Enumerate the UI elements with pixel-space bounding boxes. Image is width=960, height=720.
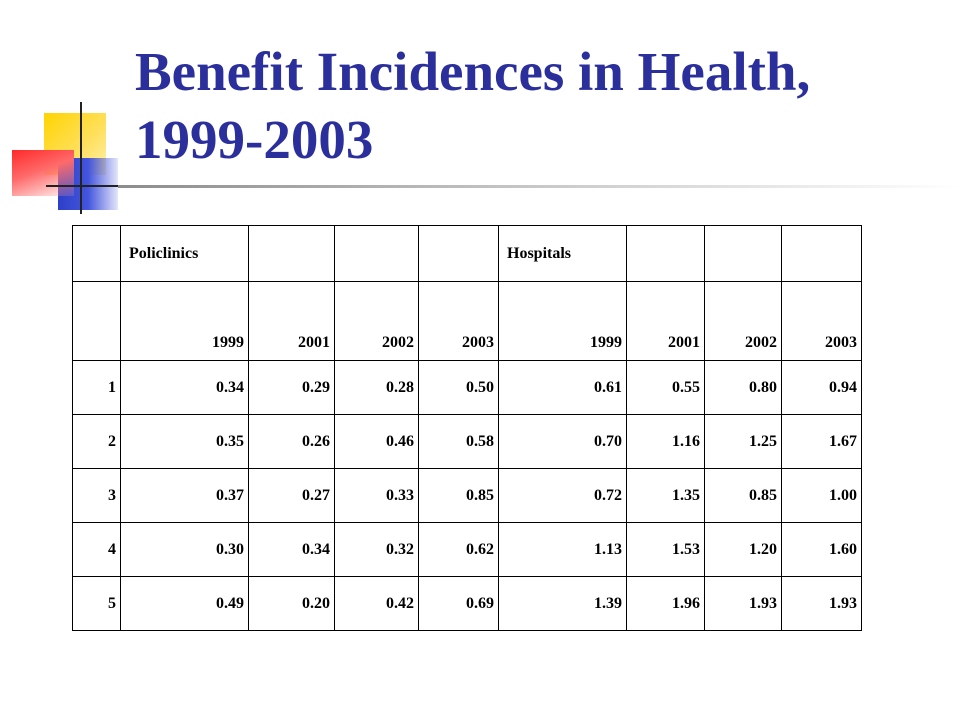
table-cell: 0.94 (781, 360, 862, 415)
table-cell: 0.34 (120, 360, 249, 415)
table-cell: 0.50 (418, 360, 499, 415)
header-cell (704, 225, 782, 282)
title-underline (118, 185, 960, 188)
table-cell: 0.46 (334, 414, 419, 469)
table-cell: 1.93 (781, 576, 862, 631)
table-cell: 0.69 (418, 576, 499, 631)
header-cell (626, 225, 705, 282)
table-cell: 0.42 (334, 576, 419, 631)
table-cell: 0.55 (626, 360, 705, 415)
table-row: 4 0.30 0.34 0.32 0.62 1.13 1.53 1.20 1.6… (72, 522, 862, 577)
table-cell: 0.37 (120, 468, 249, 523)
table-cell: 0.30 (120, 522, 249, 577)
table-cell: 0.72 (498, 468, 627, 523)
table-row: 1 0.34 0.29 0.28 0.50 0.61 0.55 0.80 0.9… (72, 360, 862, 415)
header-cell-hospitals: Hospitals (498, 225, 627, 282)
vertical-line-decoration (80, 102, 82, 214)
table-cell: 1.35 (626, 468, 705, 523)
table-cell: 0.85 (418, 468, 499, 523)
quintile-cell: 2 (72, 414, 121, 469)
table-cell: 1.20 (704, 522, 782, 577)
table-cell: 0.58 (418, 414, 499, 469)
group-header-row: Policlinics Hospitals (72, 225, 862, 282)
year-cell: 2001 (248, 281, 335, 361)
header-cell (418, 225, 499, 282)
table-cell: 1.96 (626, 576, 705, 631)
year-cell: 2002 (704, 281, 782, 361)
header-cell (72, 225, 121, 282)
quintile-cell: 3 (72, 468, 121, 523)
year-cell: 2003 (781, 281, 862, 361)
year-cell: 2001 (626, 281, 705, 361)
decorative-corner-graphic (0, 0, 140, 220)
table-cell: 1.60 (781, 522, 862, 577)
year-header-row: 1999 2001 2002 2003 1999 2001 2002 2003 (72, 281, 862, 361)
table-cell: 0.29 (248, 360, 335, 415)
year-cell: 1999 (498, 281, 627, 361)
table-cell: 1.25 (704, 414, 782, 469)
table-cell: 0.62 (418, 522, 499, 577)
table-cell: 0.28 (334, 360, 419, 415)
table-cell: 0.80 (704, 360, 782, 415)
year-cell (72, 281, 121, 361)
table-cell: 1.13 (498, 522, 627, 577)
red-square-decoration (12, 150, 74, 196)
table-row: 5 0.49 0.20 0.42 0.69 1.39 1.96 1.93 1.9… (72, 576, 862, 631)
table-row: 2 0.35 0.26 0.46 0.58 0.70 1.16 1.25 1.6… (72, 414, 862, 469)
header-cell-policlinics: Policlinics (120, 225, 249, 282)
table-cell: 0.26 (248, 414, 335, 469)
table-cell: 0.85 (704, 468, 782, 523)
table-cell: 0.34 (248, 522, 335, 577)
header-cell (334, 225, 419, 282)
table-cell: 0.27 (248, 468, 335, 523)
table-cell: 0.33 (334, 468, 419, 523)
table-cell: 1.39 (498, 576, 627, 631)
horizontal-line-decoration (46, 185, 130, 187)
table-cell: 0.32 (334, 522, 419, 577)
table-cell: 0.70 (498, 414, 627, 469)
table-cell: 1.53 (626, 522, 705, 577)
table-cell: 0.61 (498, 360, 627, 415)
table-cell: 1.00 (781, 468, 862, 523)
header-cell (781, 225, 862, 282)
benefit-incidence-table: Policlinics Hospitals 1999 2001 2002 200… (72, 225, 862, 631)
table-cell: 1.67 (781, 414, 862, 469)
table-cell: 0.49 (120, 576, 249, 631)
year-cell: 1999 (120, 281, 249, 361)
table-cell: 0.20 (248, 576, 335, 631)
quintile-cell: 5 (72, 576, 121, 631)
year-cell: 2003 (418, 281, 499, 361)
table-cell: 0.35 (120, 414, 249, 469)
table-cell: 1.93 (704, 576, 782, 631)
year-cell: 2002 (334, 281, 419, 361)
header-cell (248, 225, 335, 282)
slide-title: Benefit Incidences in Health, 1999-2003 (135, 41, 811, 170)
table-cell: 1.16 (626, 414, 705, 469)
quintile-cell: 1 (72, 360, 121, 415)
table-row: 3 0.37 0.27 0.33 0.85 0.72 1.35 0.85 1.0… (72, 468, 862, 523)
quintile-cell: 4 (72, 522, 121, 577)
